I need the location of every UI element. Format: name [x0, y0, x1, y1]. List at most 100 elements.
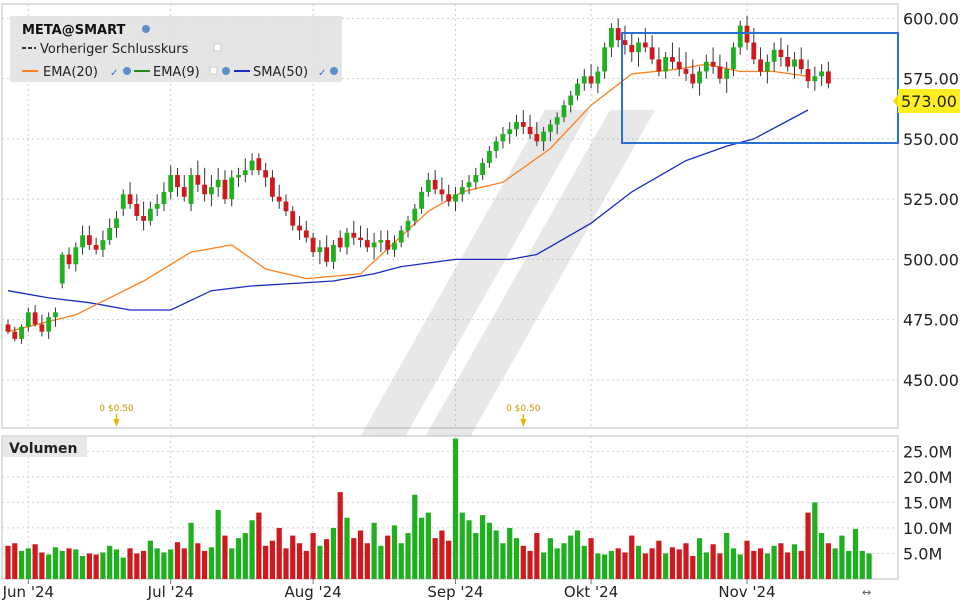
- legend-ema20-settings-icon[interactable]: [123, 67, 131, 75]
- volume-bar: [608, 550, 615, 579]
- price-tick-label: 575.00: [903, 70, 959, 89]
- volume-bar: [663, 553, 669, 579]
- volume-bar: [771, 545, 777, 579]
- volume-bar: [832, 548, 838, 579]
- candle-body: [609, 28, 614, 48]
- volume-bar: [744, 540, 750, 579]
- volume-bar: [32, 544, 38, 579]
- volume-bar: [296, 543, 303, 579]
- volume-bar: [669, 547, 676, 579]
- volume-bar: [86, 553, 92, 579]
- candle-body: [215, 179, 221, 188]
- price-tick-label: 450.00: [903, 371, 959, 390]
- volume-bar: [93, 554, 99, 579]
- volume-bar: [710, 544, 716, 579]
- candle-body: [500, 134, 506, 142]
- volume-bar: [18, 550, 25, 579]
- candle-body: [127, 194, 133, 204]
- candle-body: [744, 25, 750, 43]
- candle-body: [588, 76, 594, 84]
- volume-bar: [5, 545, 11, 579]
- last-price-label: 573.00: [901, 92, 957, 111]
- volume-bar: [683, 543, 689, 579]
- price-grid: [2, 4, 898, 428]
- volume-title-box: Volumen: [3, 437, 87, 457]
- dividend-markers: 0 $0.50 0 $0.50: [99, 404, 541, 427]
- candle-body: [66, 254, 72, 265]
- candle-body: [303, 230, 309, 238]
- volume-bar: [568, 535, 574, 579]
- volume-bar: [371, 522, 377, 579]
- scroll-right-icon[interactable]: ↔: [862, 586, 871, 599]
- price-tick-label: 525.00: [903, 190, 959, 209]
- ema20-line: [7, 63, 809, 333]
- legend-ema9: EMA(9): [153, 65, 200, 80]
- candle-body: [39, 324, 45, 332]
- volume-bar: [656, 540, 662, 579]
- volume-tick-label: 25.0M: [903, 442, 952, 461]
- legend-ema20-check-icon[interactable]: ✓: [110, 68, 118, 79]
- dividend-arrow-icon[interactable]: [520, 419, 527, 427]
- legend-sma50-check-icon[interactable]: ✓: [318, 68, 326, 79]
- candle-body: [642, 42, 648, 48]
- volume-bar: [100, 552, 106, 579]
- candle-body: [419, 191, 424, 209]
- volume-bar: [249, 520, 255, 579]
- x-tick-label: Sep '24: [427, 583, 483, 600]
- volume-bar: [12, 543, 18, 579]
- legend-ema20: EMA(20): [43, 65, 98, 80]
- candle-body: [344, 232, 350, 248]
- candle-body: [473, 175, 479, 183]
- volume-bar: [595, 553, 601, 579]
- candle-body: [351, 232, 357, 238]
- candle-body: [792, 59, 797, 67]
- candle-body: [263, 170, 269, 178]
- legend-ema9-toggle[interactable]: [209, 66, 218, 75]
- volume-bar: [235, 538, 242, 579]
- candle-body: [697, 71, 702, 84]
- volume-bar: [839, 535, 845, 579]
- candle-body: [168, 175, 174, 192]
- candle-body: [141, 216, 146, 221]
- volume-bar: [269, 540, 276, 579]
- volume-bar: [574, 530, 581, 579]
- candle-body: [731, 47, 736, 70]
- volume-bar: [791, 544, 798, 579]
- volume-bar: [418, 517, 425, 579]
- candle-body: [147, 208, 153, 221]
- candle-body: [86, 235, 92, 245]
- candle-body: [59, 254, 65, 284]
- candle-body: [825, 71, 831, 84]
- legend-symbol-settings-icon[interactable]: [142, 25, 150, 33]
- volume-bar: [622, 552, 628, 579]
- volume-title: Volumen: [9, 441, 78, 457]
- last-price-marker: 573.00: [893, 89, 960, 113]
- dividend-arrow-icon[interactable]: [113, 419, 120, 427]
- candle-body: [595, 71, 601, 84]
- legend-sma50-settings-icon[interactable]: [330, 67, 338, 75]
- candle-body: [615, 28, 621, 41]
- volume-bars: [5, 438, 872, 579]
- volume-bar: [222, 535, 228, 579]
- candle-body: [175, 175, 180, 188]
- volume-bar: [276, 527, 282, 579]
- legend-prev-close-toggle[interactable]: [213, 43, 222, 52]
- volume-bar: [391, 525, 398, 579]
- volume-bar: [798, 550, 804, 579]
- volume-bar: [425, 512, 431, 579]
- volume-bar: [256, 512, 262, 579]
- volume-bar: [602, 554, 608, 579]
- volume-bar: [161, 552, 167, 579]
- volume-bar: [676, 549, 682, 579]
- candle-body: [93, 244, 99, 250]
- candle-body: [805, 69, 811, 82]
- volume-bar: [432, 538, 438, 579]
- candle-body: [724, 69, 730, 79]
- legend-ema9-settings-icon[interactable]: [222, 67, 230, 75]
- candle-body: [751, 42, 757, 60]
- volume-bar: [764, 553, 770, 579]
- volume-bar: [635, 545, 642, 579]
- candle-body: [480, 163, 485, 176]
- candle-body: [493, 141, 499, 151]
